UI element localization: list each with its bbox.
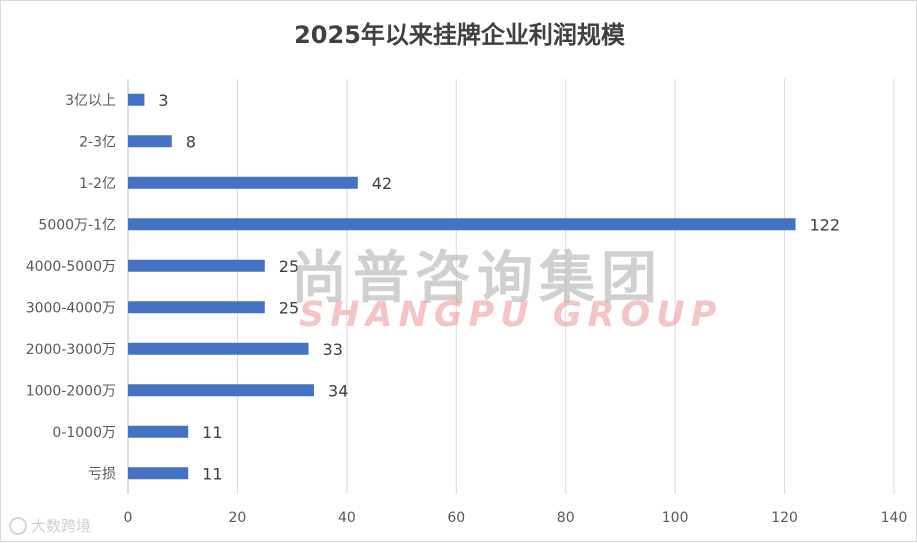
category-label: 2-3亿 [79,134,116,150]
bar [128,218,796,231]
x-tick-label: 20 [229,510,247,526]
corner-logo-text: 大数跨境 [31,517,92,535]
category-label: 1000-2000万 [26,383,116,399]
data-label: 11 [202,423,222,442]
category-label: 5000万-1亿 [38,217,116,233]
chart-title: 2025年以来挂牌企业利润规模 [294,21,625,49]
bar [128,135,172,148]
data-label: 122 [810,215,841,234]
data-label: 34 [328,381,348,400]
x-tick-label: 80 [557,510,575,526]
watermark-chinese: 尚普咨询集团 [291,246,663,311]
bar [128,176,358,189]
bar [128,93,145,106]
data-label: 25 [279,257,299,276]
category-label: 3亿以上 [65,93,116,109]
data-label: 25 [279,298,299,317]
category-label: 0-1000万 [52,425,116,441]
data-label: 33 [323,340,343,359]
bar [128,467,189,480]
logo-ring-icon [9,516,27,535]
corner-logo: 大数跨境 [9,515,91,536]
bar [128,384,315,397]
watermark-english: SHANGPU GROUP [299,295,723,335]
bar [128,301,265,314]
category-label: 亏损 [88,466,116,482]
category-label: 1-2亿 [79,176,116,192]
x-tick-label: 40 [338,510,356,526]
data-label: 8 [186,132,196,151]
data-label: 11 [202,464,222,483]
x-tick-label: 100 [662,510,689,526]
bar [128,342,309,355]
data-label: 42 [372,174,392,193]
bar [128,425,189,438]
bar [128,259,265,272]
x-tick-label: 0 [124,510,133,526]
x-tick-label: 140 [881,510,908,526]
category-label: 3000-4000万 [26,300,116,316]
x-tick-label: 60 [447,510,465,526]
category-label: 4000-5000万 [26,259,116,275]
category-label: 2000-3000万 [26,342,116,358]
x-tick-label: 120 [771,510,798,526]
data-label: 3 [158,91,168,110]
